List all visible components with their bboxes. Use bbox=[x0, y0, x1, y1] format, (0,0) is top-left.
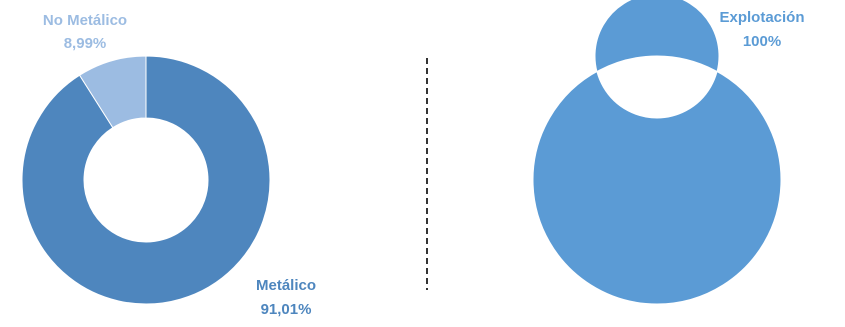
donut-chart-activity bbox=[532, 0, 782, 305]
donut-slice-explotacion bbox=[532, 0, 782, 305]
label-explotacion: Explotación bbox=[719, 9, 804, 26]
value-metalico: 91,01% bbox=[261, 301, 312, 318]
donut-slice-no-metalico bbox=[78, 55, 147, 129]
value-explotacion: 100% bbox=[743, 33, 781, 50]
donut-chart-mineral-type bbox=[21, 55, 271, 305]
donut-slice-metalico bbox=[21, 55, 271, 305]
label-no-metalico: No Metálico bbox=[43, 12, 127, 29]
value-no-metalico: 8,99% bbox=[64, 35, 107, 52]
label-metalico: Metálico bbox=[256, 277, 316, 294]
